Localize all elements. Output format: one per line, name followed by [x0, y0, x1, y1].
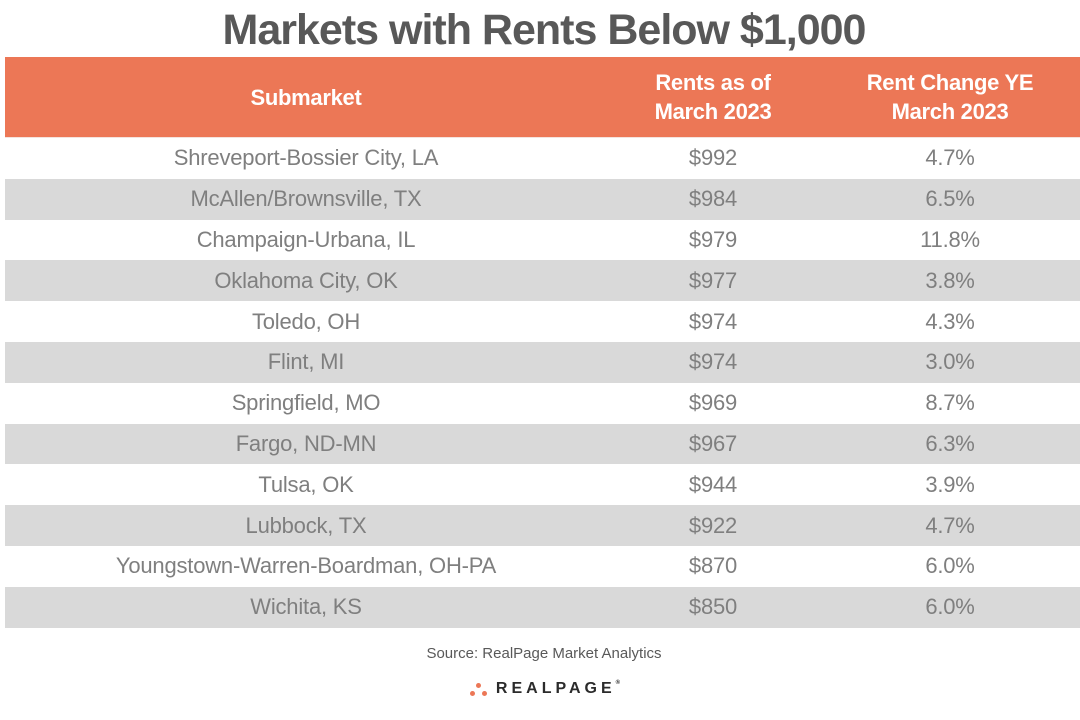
table-row: Oklahoma City, OK $977 3.8% — [5, 260, 1080, 302]
table-row: Fargo, ND-MN $967 6.3% — [5, 423, 1080, 465]
header-rents: Rents as of March 2023 — [607, 57, 819, 137]
logo-text: REALPAGE® — [495, 680, 621, 697]
rent-change-cell: 6.0% — [925, 553, 975, 579]
table-row: Toledo, OH $974 4.3% — [5, 301, 1080, 342]
submarket-cell: Tulsa, OK — [258, 471, 354, 497]
rent-change-cell: 6.3% — [925, 430, 975, 456]
submarket-cell: Champaign-Urbana, IL — [196, 226, 416, 252]
rent-cell: $974 — [688, 349, 738, 375]
table-row: Champaign-Urbana, IL $979 11.8% — [5, 220, 1080, 261]
table-header: Submarket Rents as of March 2023 Rent Ch… — [5, 57, 1080, 138]
rent-cell: $969 — [688, 390, 738, 416]
rent-cell: $850 — [688, 594, 738, 620]
rent-change-cell: 4.7% — [925, 512, 975, 538]
rent-cell: $922 — [688, 512, 738, 538]
submarket-cell: Toledo, OH — [251, 308, 361, 334]
table-row: Flint, MI $974 3.0% — [5, 341, 1080, 383]
header-submarket: Submarket — [250, 84, 362, 110]
submarket-cell: Fargo, ND-MN — [235, 430, 377, 456]
submarket-cell: Youngstown-Warren-Boardman, OH-PA — [115, 553, 497, 579]
three-dots-icon — [468, 681, 490, 697]
rents-table: Submarket Rents as of March 2023 Rent Ch… — [5, 57, 1080, 628]
header-rent-change: Rent Change YE March 2023 — [819, 57, 1080, 137]
table-row: Tulsa, OK $944 3.9% — [5, 464, 1080, 505]
table-row: McAllen/Brownsville, TX $984 6.5% — [5, 178, 1080, 220]
submarket-cell: Springfield, MO — [231, 390, 381, 416]
rent-change-cell: 6.5% — [925, 186, 975, 212]
rent-change-cell: 4.7% — [925, 145, 975, 171]
table-body: Shreveport-Bossier City, LA $992 4.7% McAll… — [5, 138, 1080, 628]
rent-change-cell: 8.7% — [925, 390, 975, 416]
table-row: Springfield, MO $969 8.7% — [5, 383, 1080, 424]
page-title: Markets with Rents Below $1,000 — [222, 6, 867, 54]
rent-cell: $967 — [688, 430, 738, 456]
rent-cell: $974 — [688, 308, 738, 334]
rent-cell: $984 — [688, 186, 738, 212]
table-row: Lubbock, TX $922 4.7% — [5, 505, 1080, 546]
rent-change-cell: 3.8% — [925, 267, 975, 293]
rent-change-cell: 3.0% — [925, 349, 975, 375]
rent-change-cell: 3.9% — [925, 471, 975, 497]
rent-change-cell: 4.3% — [925, 308, 975, 334]
rent-change-cell: 11.8% — [920, 226, 980, 252]
submarket-cell: Flint, MI — [267, 349, 345, 375]
source-note: Source: RealPage Market Analytics — [426, 645, 662, 662]
submarket-cell: McAllen/Brownsville, TX — [190, 186, 422, 212]
submarket-cell: Shreveport-Bossier City, LA — [173, 145, 439, 171]
header-change-line1: Rent Change YE — [866, 70, 1034, 95]
submarket-cell: Wichita, KS — [250, 594, 362, 620]
rent-cell: $870 — [688, 553, 738, 579]
rent-cell: $992 — [688, 145, 738, 171]
submarket-cell: Oklahoma City, OK — [214, 267, 398, 293]
rent-cell: $979 — [688, 226, 738, 252]
rent-change-cell: 6.0% — [925, 594, 975, 620]
header-change-line2: March 2023 — [891, 99, 1009, 124]
header-rents-line1: Rents as of — [655, 70, 771, 95]
rent-cell: $944 — [688, 471, 738, 497]
header-rents-line2: March 2023 — [654, 99, 772, 124]
table-row: Youngstown-Warren-Boardman, OH-PA $870 6.0… — [5, 546, 1080, 587]
table-row: Wichita, KS $850 6.0% — [5, 586, 1080, 628]
realpage-logo: REALPAGE® — [0, 680, 1080, 698]
submarket-cell: Lubbock, TX — [245, 512, 367, 538]
table-row: Shreveport-Bossier City, LA $992 4.7% — [5, 138, 1080, 179]
rent-cell: $977 — [688, 267, 738, 293]
